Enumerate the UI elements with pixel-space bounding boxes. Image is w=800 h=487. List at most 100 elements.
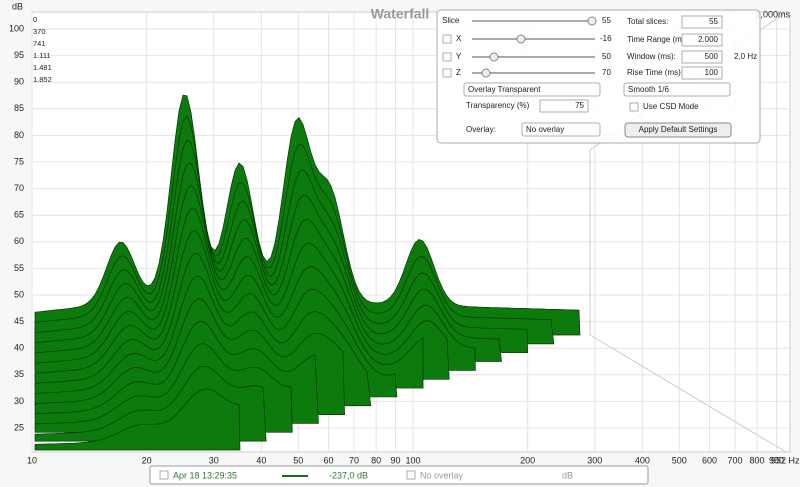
z-label: Z [456, 68, 461, 77]
z-check[interactable] [442, 68, 452, 78]
x-tick-label: 100 [405, 455, 420, 465]
time-range-field[interactable] [681, 33, 723, 47]
x-value: -16 [600, 34, 612, 43]
total-slices-label: Total slices: [627, 17, 668, 26]
smoothing-select[interactable] [623, 82, 731, 97]
legend-bar: Apr 18 13:29:35 -237,0 dB No overlay dB [149, 465, 649, 485]
y-tick-label: 45 [14, 316, 24, 326]
legend-date: Apr 18 13:29:35 [173, 470, 237, 480]
y-tick-label: 85 [14, 103, 24, 113]
y-unit: dB [12, 1, 23, 11]
rise-time-field[interactable] [681, 66, 723, 80]
rise-time-label: Rise Time (ms): [627, 68, 683, 77]
y-tick-label: 35 [14, 369, 24, 379]
x-tick-label: 40 [256, 455, 266, 465]
y-tick-label: 30 [14, 396, 24, 406]
time-tick-label: 1.111 [33, 51, 51, 60]
window-hz: 2,0 Hz [734, 52, 757, 61]
x-tick-label: 700 [727, 455, 742, 465]
x-tick-label: 20 [142, 455, 152, 465]
overlay-value: No overlay [526, 125, 564, 134]
slice-label: Slice [442, 16, 460, 25]
x-tick-label: 10 [27, 455, 37, 465]
y-tick-label: 55 [14, 263, 24, 273]
y-tick-label: 25 [14, 422, 24, 432]
y-tick-label: 70 [14, 183, 24, 193]
plot-title: Waterfall [371, 6, 430, 22]
y-label: Y [456, 52, 462, 61]
overlay-mode-select[interactable] [463, 82, 601, 97]
x-tick-label: 60 [323, 455, 333, 465]
waterfall-slice [34, 162, 502, 362]
perspective-line [589, 334, 787, 453]
window-value: 500 [705, 52, 719, 61]
total-slices-field[interactable] [681, 15, 723, 29]
x-tick-label: 600 [702, 455, 717, 465]
x-tick-label: 800 [750, 455, 765, 465]
x-tick-label: 90 [391, 455, 401, 465]
y-tick-label: 90 [14, 77, 24, 87]
z-value: 70 [602, 68, 611, 77]
x-knob[interactable] [516, 34, 526, 44]
time-range-label: Time Range (ms): [627, 35, 691, 44]
legend-offset: -237,0 dB [329, 470, 368, 480]
x-tick-label: 200 [520, 455, 535, 465]
csd-check[interactable] [629, 102, 639, 112]
overlay-mode: Overlay Transparent [468, 85, 541, 94]
window-label: Window (ms): [627, 52, 676, 61]
time-tick-label: 0 [33, 15, 37, 24]
y-tick-label: 80 [14, 130, 24, 140]
y-tick-label: 40 [14, 343, 24, 353]
overlay-check[interactable] [406, 470, 416, 480]
window-field[interactable] [681, 50, 723, 64]
x-tick-label: 30 [209, 455, 219, 465]
y-knob[interactable] [489, 52, 499, 62]
legend-overlay: No overlay [420, 470, 464, 480]
apply-button[interactable] [624, 122, 732, 138]
time-tick-label: 1.481 [33, 63, 52, 72]
time-range-value: 2.000 [698, 35, 719, 44]
x-tick-label: 80 [371, 455, 381, 465]
waterfall-slice [34, 139, 529, 354]
overlay-label: Overlay: [466, 125, 496, 134]
csd-label: Use CSD Mode [643, 102, 699, 111]
x-label: X [456, 34, 462, 43]
y-tick-label: 100 [9, 23, 24, 33]
time-tick-label: 1.852 [33, 75, 52, 84]
transparency-label: Transparency (%) [466, 101, 530, 110]
x-tick-label: 500 [672, 455, 687, 465]
x-tick-label: 70 [349, 455, 359, 465]
time-tick-label: 741 [33, 39, 46, 48]
x-check[interactable] [442, 34, 452, 44]
y-tick-label: 65 [14, 210, 24, 220]
total-slices-value: 55 [709, 17, 718, 26]
y-check[interactable] [442, 52, 452, 62]
y-tick-label: 75 [14, 156, 24, 166]
x-last-label: 952 Hz [771, 455, 800, 465]
legend-check[interactable] [159, 470, 169, 480]
slice-knob[interactable] [587, 16, 597, 26]
y-value: 50 [602, 52, 611, 61]
legend-box [149, 465, 649, 485]
x-tick-label: 300 [587, 455, 602, 465]
transparency-value: 75 [575, 101, 584, 110]
overlay-select[interactable] [521, 122, 601, 137]
apply-text: Apply Default Settings [639, 125, 718, 134]
x-tick-label: 900 [769, 455, 784, 465]
legend-unit: dB [562, 470, 573, 480]
rise-time-value: 100 [705, 68, 719, 77]
waterfall-slice [34, 388, 241, 451]
y-tick-label: 95 [14, 50, 24, 60]
time-tick-label: 370 [33, 27, 46, 36]
x-tick-label: 400 [635, 455, 650, 465]
time-label: 2,000ms [755, 9, 790, 19]
smoothing: Smooth 1/6 [628, 85, 669, 94]
panel-bg [436, 9, 761, 144]
y-tick-label: 60 [14, 236, 24, 246]
slice-value: 55 [602, 16, 611, 25]
transparency-field[interactable] [539, 99, 589, 113]
x-tick-label: 50 [293, 455, 303, 465]
z-knob[interactable] [481, 68, 491, 78]
y-tick-label: 50 [14, 289, 24, 299]
